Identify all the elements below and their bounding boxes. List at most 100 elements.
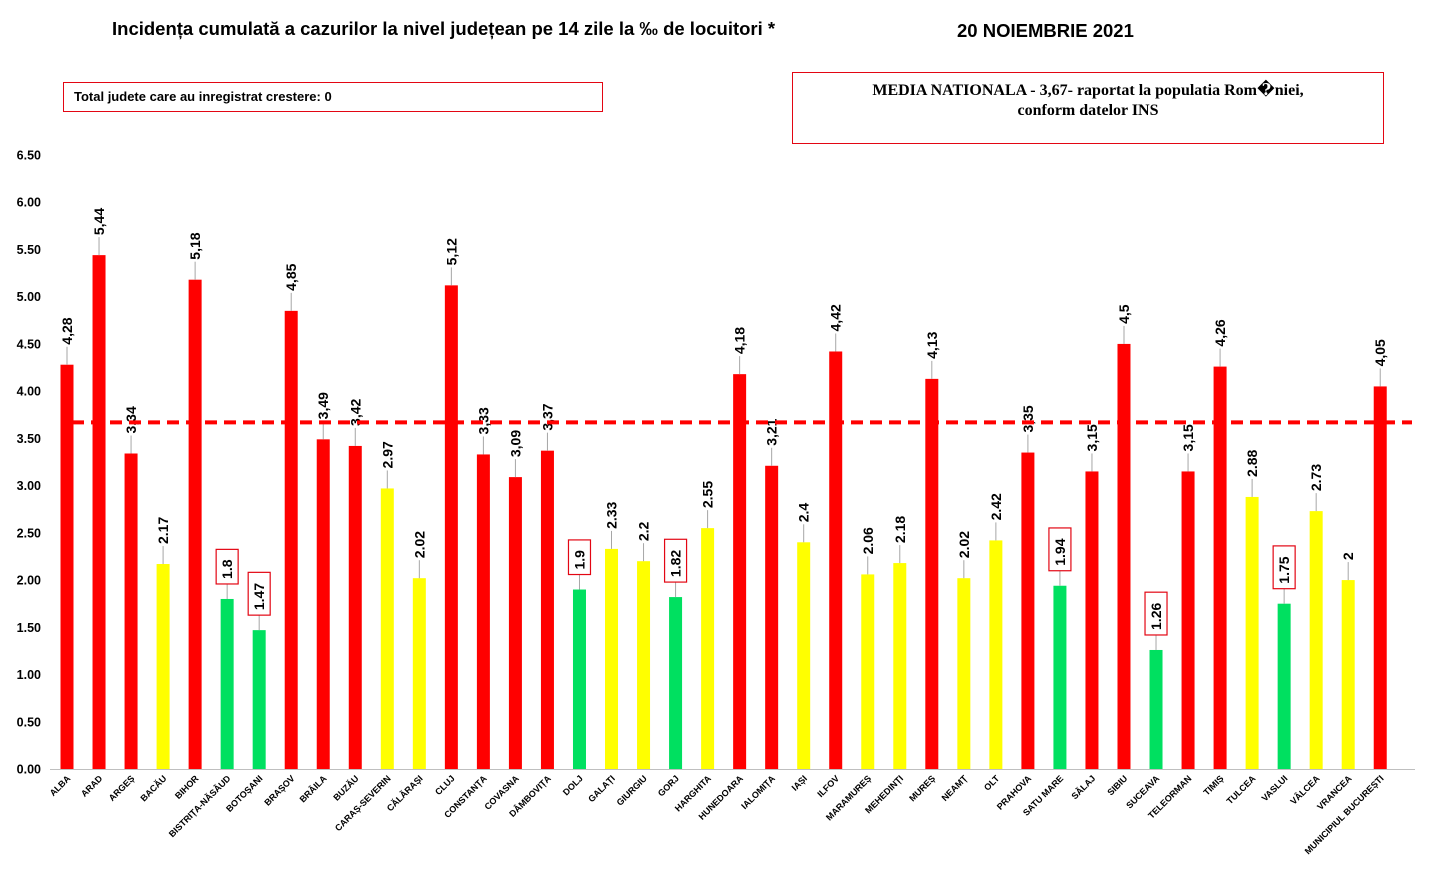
data-label: 1.26 [1148, 603, 1164, 630]
y-tick-label: 1.00 [17, 668, 41, 682]
data-label-box [663, 538, 688, 583]
bar-buzău [348, 445, 362, 769]
data-label: 4,85 [283, 263, 299, 290]
data-label: 2.97 [379, 441, 395, 468]
x-tick-label: MUREȘ [907, 773, 937, 803]
data-label: 3,33 [475, 407, 491, 434]
data-label: 3,35 [1020, 405, 1036, 432]
bar-bacău [156, 564, 170, 769]
bar-maramureș [861, 574, 875, 769]
data-label: 4,42 [828, 304, 844, 331]
data-label: 5,18 [187, 232, 203, 259]
data-label: 2.4 [796, 503, 812, 523]
data-label: 4,13 [924, 331, 940, 358]
data-label: 5,12 [443, 238, 459, 265]
y-tick-label: 2.00 [17, 574, 41, 588]
bar-sălaj [1085, 471, 1099, 769]
data-label-box [215, 548, 239, 585]
x-tick-label: VASLUI [1260, 773, 1290, 803]
y-tick-label: 5.00 [17, 290, 41, 304]
data-label: 2.06 [860, 527, 876, 554]
data-label: 2.55 [700, 481, 716, 508]
x-tick-label: GIURGIU [615, 773, 649, 807]
bar-giurgiu [637, 561, 651, 769]
y-tick-label: 1.50 [17, 621, 41, 635]
x-tick-label: BRAȘOV [262, 773, 296, 807]
data-label: 3,34 [123, 406, 139, 433]
chart-date: 20 NOIEMBRIE 2021 [957, 20, 1134, 41]
data-label: 2.02 [411, 531, 427, 558]
y-tick-label: 5.50 [17, 243, 41, 257]
data-label: 2.17 [155, 517, 171, 544]
data-label-box [567, 539, 592, 576]
bar-neamț [957, 578, 971, 769]
data-label: 2.02 [956, 531, 972, 558]
data-label: 3,15 [1084, 424, 1100, 451]
data-label-box [1048, 527, 1072, 572]
chart-title: Incidența cumulată a cazurilor la nivel … [112, 18, 776, 39]
x-tick-label: GORJ [656, 773, 681, 798]
bar-municipiul-bucurești [1373, 386, 1387, 769]
data-label: 2.2 [636, 522, 652, 542]
bar-brăila [316, 439, 330, 769]
x-tick-label: VÂLCEA [1288, 772, 1322, 806]
x-tick-label: NEAMȚ [940, 773, 970, 803]
data-label: 1.94 [1052, 538, 1068, 565]
x-tick-label: ARAD [79, 773, 105, 799]
data-label: 2.42 [988, 493, 1004, 520]
bar-timiș [1213, 366, 1227, 769]
data-label: 3,37 [539, 403, 555, 430]
data-label-box [1272, 545, 1296, 590]
x-tick-label: IAȘI [790, 773, 809, 792]
data-label: 1.9 [571, 550, 587, 570]
x-tick-label: GALAȚI [586, 773, 617, 804]
data-label-box [1144, 591, 1168, 636]
x-tick-label: SIBIU [1105, 773, 1129, 797]
data-label: 2.33 [604, 501, 620, 528]
bar-argeș [124, 453, 138, 769]
national-average-box: MEDIA NATIONALA - 3,67- raportat la popu… [792, 72, 1384, 144]
x-tick-label: OLT [982, 773, 1002, 793]
bar-gorj [669, 597, 683, 769]
y-tick-label: 4.50 [17, 337, 41, 351]
x-tick-label: ALBA [48, 773, 73, 798]
data-label: 3,42 [347, 398, 363, 425]
bar-vâlcea [1309, 511, 1323, 769]
y-tick-label: 3.00 [17, 479, 41, 493]
data-label: 4,5 [1116, 304, 1132, 324]
data-label: 2.88 [1244, 449, 1260, 476]
y-tick-label: 2.50 [17, 526, 41, 540]
data-label: 2.18 [892, 516, 908, 543]
x-tick-label: SĂLAJ [1069, 773, 1097, 801]
y-tick-label: 6.00 [17, 196, 41, 210]
x-tick-label: IALOMIȚA [739, 773, 777, 811]
bar-caraș-severin [380, 488, 394, 769]
bar-brașov [284, 310, 298, 769]
x-tick-label: ARGEȘ [107, 773, 137, 803]
x-tick-label: DOLJ [561, 773, 585, 797]
bar-sibiu [1117, 343, 1131, 769]
data-label: 2.73 [1308, 464, 1324, 491]
bar-tulcea [1245, 496, 1259, 769]
data-label: 3,15 [1180, 424, 1196, 451]
bar-iași [797, 542, 811, 769]
data-label: 1.82 [668, 550, 684, 577]
bar-bihor [188, 279, 202, 769]
x-tick-label: BISTRIȚA-NĂSĂUD [167, 773, 233, 839]
bar-călărași [412, 578, 426, 769]
data-label: 1.75 [1276, 556, 1292, 583]
data-label: 1.47 [251, 583, 267, 610]
bar-hunedoara [733, 374, 747, 769]
data-label: 4,05 [1372, 339, 1388, 366]
data-label: 4,18 [732, 327, 748, 354]
national-average-line2: conform datelor INS [1017, 102, 1159, 119]
x-tick-label: BRĂILA [298, 773, 329, 804]
y-tick-label: 6.50 [17, 149, 41, 163]
national-average-line1: MEDIA NATIONALA - 3,67- raportat la popu… [872, 82, 1304, 99]
bar-bistrița-năsăud [220, 598, 234, 769]
y-tick-label: 4.00 [17, 385, 41, 399]
bar-harghita [701, 528, 715, 769]
data-label: 4,28 [59, 317, 75, 344]
y-tick-label: 0.50 [17, 715, 41, 729]
